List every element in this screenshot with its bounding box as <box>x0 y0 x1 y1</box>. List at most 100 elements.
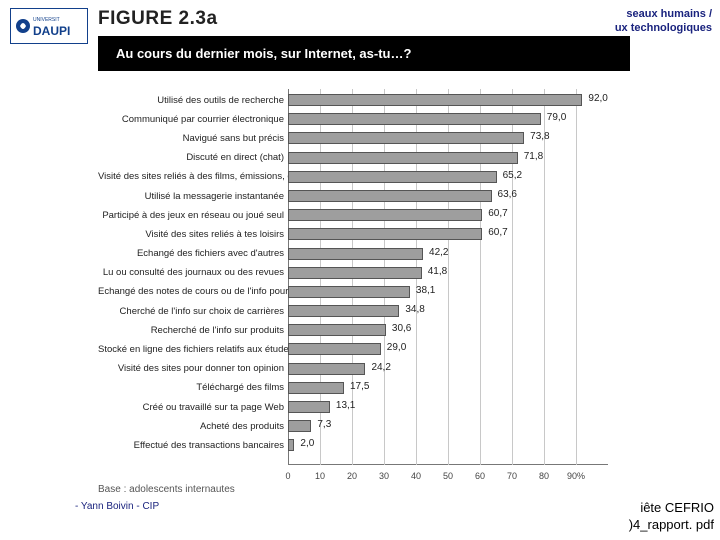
row-label: Utilisé la messagerie instantanée <box>98 192 288 202</box>
row-label: Échangé des fichiers avec d'autres <box>98 249 288 259</box>
row-bar-cell: 60,7 <box>288 225 608 244</box>
row-bar-cell: 2,0 <box>288 436 608 455</box>
footer-source-1: iête CEFRIO <box>629 500 714 517</box>
row-bar-cell: 30,6 <box>288 321 608 340</box>
bar-value: 24,2 <box>371 362 390 373</box>
row-bar-cell: 79,0 <box>288 110 608 129</box>
row-bar-cell: 34,8 <box>288 302 608 321</box>
bar-value: 7,3 <box>317 419 331 430</box>
row-bar-cell: 71,8 <box>288 149 608 168</box>
row-bar-cell: 65,2 <box>288 168 608 187</box>
row-label: Créé ou travaillé sur ta page Web <box>98 403 288 413</box>
bar <box>288 439 294 451</box>
table-row: Utilisé la messagerie instantanée 63,6 <box>98 187 608 206</box>
table-row: Stocké en ligne des fichiers relatifs au… <box>98 340 608 359</box>
header-line1: seaux humains / <box>615 8 712 22</box>
x-tick-label: 80 <box>539 471 549 481</box>
row-label: Effectué des transactions bancaires <box>98 441 288 451</box>
table-row: Lu ou consulté des journaux ou des revue… <box>98 264 608 283</box>
bar <box>288 401 330 413</box>
figure-question: Au cours du dernier mois, sur Internet, … <box>98 36 630 71</box>
bar <box>288 94 582 106</box>
x-tick-label: 60 <box>475 471 485 481</box>
bar <box>288 363 365 375</box>
x-tick-label: 40 <box>411 471 421 481</box>
row-label: Échangé des notes de cours ou de l'info … <box>98 287 288 297</box>
row-bar-cell: 13,1 <box>288 398 608 417</box>
bar-value: 65,2 <box>503 170 522 181</box>
row-label: Participé à des jeux en réseau ou joué s… <box>98 211 288 221</box>
row-bar-cell: 24,2 <box>288 360 608 379</box>
bar-value: 60,7 <box>488 227 507 238</box>
figure-2-3a: FIGURE 2.3a Au cours du dernier mois, su… <box>48 4 608 481</box>
bar <box>288 286 410 298</box>
x-tick-label: 30 <box>379 471 389 481</box>
table-row: Créé ou travaillé sur ta page Web 13,1 <box>98 398 608 417</box>
bar <box>288 420 311 432</box>
bar-value: 34,8 <box>405 304 424 315</box>
table-row: Cherché de l'info sur choix de carrières… <box>98 302 608 321</box>
row-label: Utilisé des outils de recherche <box>98 96 288 106</box>
table-row: Communiqué par courrier électronique 79,0 <box>98 110 608 129</box>
row-bar-cell: 42,2 <box>288 245 608 264</box>
table-row: Recherché de l'info sur produits30,6 <box>98 321 608 340</box>
row-label: Recherché de l'info sur produits <box>98 326 288 336</box>
table-row: Utilisé des outils de recherche92,0 <box>98 91 608 110</box>
table-row: Navigué sans but précis 73,8 <box>98 129 608 148</box>
row-label: Communiqué par courrier électronique <box>98 115 288 125</box>
chart-rows: Utilisé des outils de recherche92,0Commu… <box>98 91 608 456</box>
bar-value: 17,5 <box>350 381 369 392</box>
footer-author: - Yann Boivin - CIP <box>75 501 159 512</box>
x-tick-label: 90% <box>567 471 585 481</box>
bar <box>288 305 399 317</box>
bar-value: 63,6 <box>498 189 517 200</box>
table-row: Échangé des fichiers avec d'autres 42,2 <box>98 245 608 264</box>
bar-value: 29,0 <box>387 342 406 353</box>
table-row: Échangé des notes de cours ou de l'info … <box>98 283 608 302</box>
bar <box>288 132 524 144</box>
bar <box>288 113 541 125</box>
row-label: Téléchargé des films <box>98 383 288 393</box>
row-bar-cell: 7,3 <box>288 417 608 436</box>
bar <box>288 248 423 260</box>
row-bar-cell: 63,6 <box>288 187 608 206</box>
footer-source: iête CEFRIO )4_rapport. pdf <box>629 500 714 534</box>
row-label: Discuté en direct (chat) <box>98 153 288 163</box>
header-subtitle: seaux humains / ux technologiques <box>615 8 712 36</box>
row-label: Visité des sites reliés à tes loisirs <box>98 230 288 240</box>
bar <box>288 152 518 164</box>
table-row: Effectué des transactions bancaires2,0 <box>98 436 608 455</box>
bar-chart: 0102030405060708090% Utilisé des outils … <box>98 89 608 481</box>
bar <box>288 209 482 221</box>
bar <box>288 228 482 240</box>
bar-value: 60,7 <box>488 208 507 219</box>
x-tick-label: 0 <box>285 471 290 481</box>
x-tick-label: 50 <box>443 471 453 481</box>
row-label: Visité des sites pour donner ton opinion <box>98 364 288 374</box>
bar <box>288 382 344 394</box>
bar <box>288 190 492 202</box>
row-label: Visité des sites reliés à des films, émi… <box>98 172 288 182</box>
row-bar-cell: 41,8 <box>288 264 608 283</box>
row-label: Navigué sans but précis <box>98 134 288 144</box>
table-row: Participé à des jeux en réseau ou joué s… <box>98 206 608 225</box>
bar-value: 13,1 <box>336 400 355 411</box>
bar-value: 41,8 <box>428 266 447 277</box>
bar-value: 73,8 <box>530 131 549 142</box>
bar-value: 79,0 <box>547 112 566 123</box>
figure-label: FIGURE 2.3a <box>48 4 608 36</box>
row-bar-cell: 60,7 <box>288 206 608 225</box>
bar <box>288 324 386 336</box>
row-bar-cell: 73,8 <box>288 129 608 148</box>
bar <box>288 171 497 183</box>
bar-value: 42,2 <box>429 247 448 258</box>
row-bar-cell: 17,5 <box>288 379 608 398</box>
row-bar-cell: 29,0 <box>288 340 608 359</box>
base-label: Base : adolescents internautes <box>98 484 235 495</box>
x-tick-label: 70 <box>507 471 517 481</box>
table-row: Visité des sites reliés à tes loisirs 60,… <box>98 225 608 244</box>
header-line2: ux technologiques <box>615 22 712 36</box>
bar <box>288 267 422 279</box>
row-label: Cherché de l'info sur choix de carrières <box>98 307 288 317</box>
table-row: Discuté en direct (chat)71,8 <box>98 149 608 168</box>
